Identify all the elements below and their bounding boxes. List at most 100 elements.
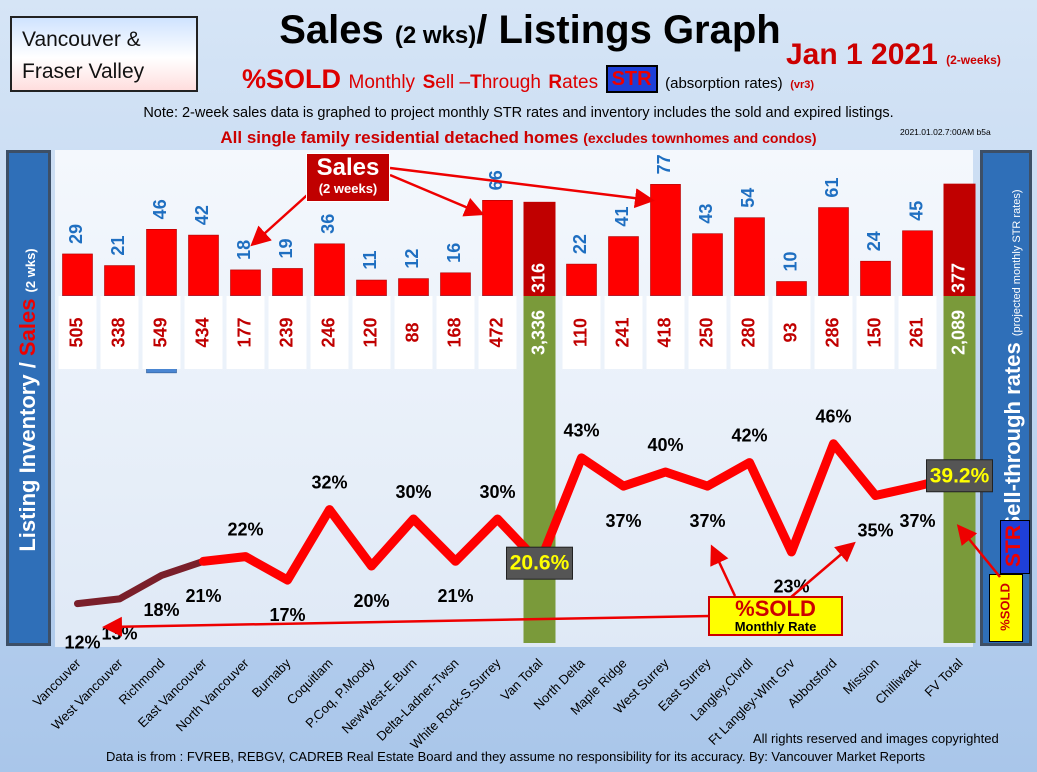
sales-label: 16	[444, 243, 464, 263]
source-note: Data is from : FVREB, REBGV, CADREB Real…	[106, 749, 926, 764]
inventory-label-bg	[646, 296, 685, 369]
inventory-label: 261	[906, 317, 926, 347]
subtitle: %SOLD Monthly Sell –Through Rates STR (a…	[242, 64, 814, 95]
category-label: North Vancouver	[173, 655, 252, 734]
sold-arrow-left	[102, 614, 711, 637]
sales-bar	[188, 234, 219, 297]
sales-bar	[734, 217, 765, 297]
category-label: NewWest-E.Burn	[339, 656, 420, 737]
sales-label: 61	[822, 178, 842, 198]
sales-label: 43	[696, 204, 716, 224]
subtitle-ates: ates	[562, 72, 599, 93]
inventory-label-bg	[352, 296, 391, 369]
sales-callout-title: Sales	[316, 154, 380, 181]
sold-arrow-right	[789, 541, 856, 599]
inventory-label: 239	[276, 317, 296, 347]
inventory-label: 93	[780, 322, 800, 342]
date-label: Jan 1 2021 (2-weeks)	[786, 38, 1001, 72]
sales-label: 54	[738, 188, 758, 208]
str-arrow-total	[956, 524, 1001, 578]
subtitle-T: T	[470, 72, 482, 93]
inventory-label: 250	[696, 317, 716, 347]
sfr-paren: (excludes townhomes and condos)	[583, 130, 817, 146]
sold-callout-sub: Monthly Rate	[734, 619, 817, 634]
sold-callout-title: %SOLD	[735, 596, 816, 621]
inventory-label: 120	[360, 317, 380, 347]
inventory-label-bg	[226, 296, 265, 369]
total-inventory-bar	[523, 296, 556, 643]
str-total-label: 20.6%	[510, 552, 570, 575]
inventory-label-bg	[562, 296, 601, 369]
str-label: 40%	[647, 435, 683, 455]
inventory-label-bg	[856, 296, 895, 369]
sales-label: 29	[66, 224, 86, 244]
sales-label: 10	[780, 251, 800, 271]
sales-bar	[398, 278, 429, 297]
timestamp: 2021.01.02.7:00AM b5a	[900, 127, 991, 137]
subtitle-monthly: Monthly	[348, 72, 416, 93]
category-label: West Vancouver	[48, 655, 126, 733]
str-label: 42%	[731, 425, 767, 445]
sales-bar	[104, 265, 135, 297]
inventory-label-bg	[184, 296, 223, 369]
str-label: 37%	[689, 511, 725, 531]
str-label: 37%	[899, 511, 935, 531]
str-label: 17%	[269, 605, 305, 625]
region-box: Vancouver & Fraser Valley	[10, 16, 198, 92]
total-sales-bar	[523, 201, 556, 296]
title-main: Sales	[279, 8, 384, 52]
note-line: Note: 2-week sales data is graphed to pr…	[143, 105, 894, 121]
sales-bar	[314, 243, 345, 297]
str-line	[199, 439, 964, 585]
str-label: 20%	[353, 591, 389, 611]
date-note: (2-weeks)	[946, 53, 1001, 67]
str-label: 43%	[563, 421, 599, 441]
chart-title: Sales (2 wks)/ Listings Graph	[250, 8, 810, 53]
inventory-label: 505	[66, 317, 86, 347]
inventory-label-bg	[730, 296, 769, 369]
sales-bar	[62, 253, 93, 297]
inventory-label: 418	[654, 317, 674, 347]
left-axis-panel	[6, 150, 51, 646]
inventory-label-bg	[394, 296, 433, 369]
subtitle-sold: %SOLD	[242, 64, 342, 94]
inventory-label-bg	[772, 296, 811, 369]
subtitle-S: S	[422, 72, 436, 93]
inventory-label: 2,089	[948, 310, 968, 355]
str-total-label: 39.2%	[930, 464, 990, 487]
inventory-label: 177	[234, 317, 254, 347]
str-badge: STR	[605, 65, 658, 93]
str-label: 12%	[64, 632, 100, 652]
str-label: 30%	[395, 482, 431, 502]
str-label: 37%	[605, 511, 641, 531]
inventory-label-bg	[478, 296, 517, 369]
sales-label: 42	[192, 205, 212, 225]
sales-bar	[818, 207, 849, 297]
inventory-label: 280	[738, 317, 758, 347]
sales-label: 11	[360, 251, 380, 270]
str-label: 32%	[311, 472, 347, 492]
category-label: FV Total	[921, 655, 965, 699]
sales-callout: Sales (2 weeks)	[306, 153, 390, 202]
inventory-label: 549	[150, 317, 170, 347]
inventory-label: 338	[108, 317, 128, 347]
sales-label: 22	[570, 234, 590, 254]
sold-legend-box	[989, 574, 1023, 642]
region-line-1: Vancouver &	[22, 28, 141, 51]
str-line-start	[74, 557, 207, 608]
title-rest: / Listings Graph	[476, 8, 781, 52]
absorption-note: (absorption rates)	[665, 75, 783, 92]
inventory-label: 286	[822, 317, 842, 347]
sales-bar	[566, 263, 597, 297]
inventory-label-bg	[268, 296, 307, 369]
sales-label: 12	[402, 249, 422, 269]
inventory-label: 434	[192, 317, 212, 347]
str-label: 21%	[185, 586, 221, 606]
inventory-label-bg	[58, 296, 97, 369]
sales-callout-sub: (2 weeks)	[318, 181, 378, 196]
inventory-label: 168	[444, 317, 464, 347]
sales-bar	[692, 233, 723, 297]
sales-bar	[230, 269, 261, 297]
